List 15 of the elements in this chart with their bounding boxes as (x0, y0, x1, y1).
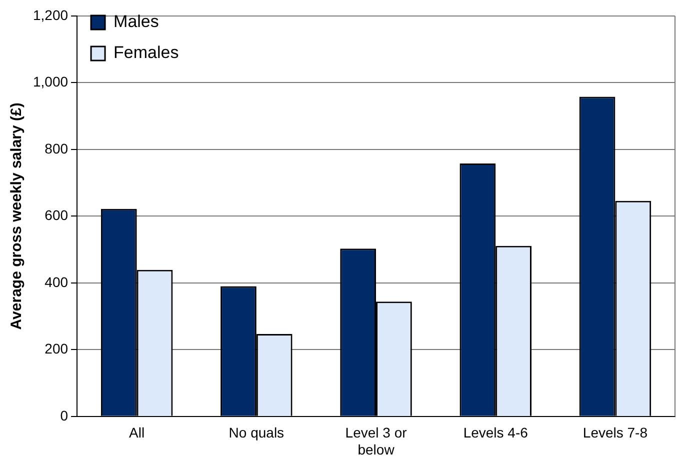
y-tick-label: 1,200 (32, 6, 68, 23)
y-tick-label: 0 (60, 407, 68, 424)
x-tick-label: Levels 4-6 (463, 424, 528, 441)
y-tick-label: 200 (44, 340, 68, 357)
y-tick-label: 400 (44, 274, 68, 290)
y-tick-label: 1,000 (32, 74, 68, 90)
x-tick-label: Level 3 or below (345, 424, 408, 458)
x-tick-label: Levels 7-8 (582, 424, 648, 441)
legend-label: Females (114, 43, 179, 62)
x-tick-label: All (129, 424, 145, 441)
y-tick-label: 800 (44, 140, 68, 156)
y-axis-title: Average gross weekly salary (£) (8, 102, 26, 330)
y-tick-label: 600 (44, 207, 68, 224)
legend-label: Males (114, 12, 159, 32)
x-tick-label: No quals (228, 424, 284, 441)
